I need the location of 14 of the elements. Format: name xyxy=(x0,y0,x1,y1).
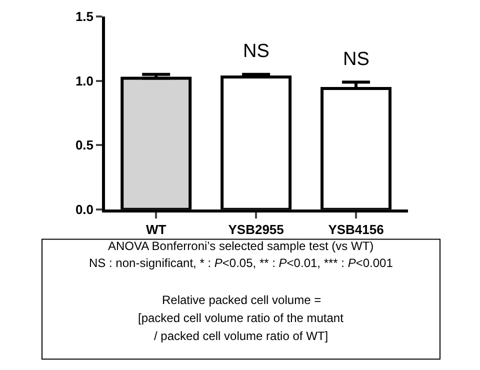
annotation: NS xyxy=(343,49,370,70)
y-tick-label: 0.0 xyxy=(75,202,94,217)
x-tick-label: YSB2955 xyxy=(228,222,284,237)
text: / packed cell volume ratio of WT] xyxy=(154,329,328,343)
x-tick-label: YSB4156 xyxy=(328,222,384,237)
annotation: NS xyxy=(243,41,270,62)
text: [packed cell volume ratio of the mutant xyxy=(138,311,344,325)
y-tick-label: 0.5 xyxy=(75,138,94,153)
text: NS : non-significant, * : P<0.05, ** : P<0.01, *** : P<0.001 xyxy=(89,256,394,270)
text: Relative packed cell volume = xyxy=(162,293,322,307)
y-tick-label: 1.5 xyxy=(75,9,94,24)
y-tick-label: 1.0 xyxy=(75,73,94,88)
text: ANOVA Bonferroni’s selected sample test (vs WT) xyxy=(108,239,374,253)
x-tick-label: WT xyxy=(146,222,166,237)
